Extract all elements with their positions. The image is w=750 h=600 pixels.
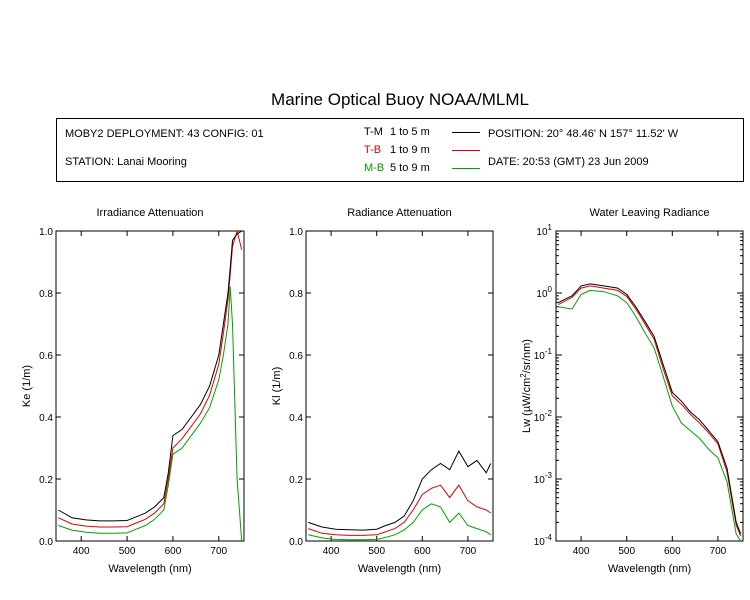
series-line-t-m [58, 231, 242, 522]
x-tick-label: 500 [119, 546, 136, 557]
x-tick-label: 400 [323, 546, 340, 557]
y-tick-label: 10-1 [534, 347, 553, 362]
y-axis-label: Kl (1/m) [271, 367, 283, 406]
legend-item-tm: T-M 1 to 5 m [364, 126, 480, 140]
y-tick-label: 0.4 [289, 413, 303, 424]
legend-range: 1 to 5 m [390, 126, 430, 138]
series-line-t-m [308, 450, 492, 531]
legend-code: T-M [364, 126, 383, 138]
series-line-m-b [58, 286, 243, 541]
x-axis-label: Wavelength (nm) [608, 563, 691, 575]
y-tick-label: 0.0 [39, 537, 53, 548]
x-axis-label: Wavelength (nm) [358, 563, 441, 575]
legend-line [452, 132, 480, 133]
y-tick-label: 101 [536, 223, 552, 238]
y-tick-label: 0.6 [39, 351, 53, 362]
y-tick-label: 0.6 [289, 351, 303, 362]
date-text: DATE: 20:53 (GMT) 23 Jun 2009 [488, 156, 649, 168]
legend-range: 5 to 9 m [390, 162, 430, 174]
series-line-t-b [558, 285, 742, 537]
chart-frame [55, 230, 245, 542]
y-tick-label: 1.0 [289, 227, 303, 238]
info-box: MOBY2 DEPLOYMENT: 43 CONFIG: 01 STATION:… [56, 118, 744, 182]
series-line-t-m [558, 283, 742, 535]
y-tick-label: 1.0 [39, 227, 53, 238]
legend-item-tb: T-B 1 to 9 m [364, 144, 480, 158]
y-axis-label: Ke (1/m) [21, 365, 33, 407]
legend-item-mb: M-B 5 to 9 m [364, 162, 480, 176]
x-tick-label: 600 [165, 546, 182, 557]
chart-frame [555, 230, 744, 542]
x-tick-label: 700 [710, 546, 727, 557]
station-text: STATION: Lanai Mooring [65, 156, 187, 168]
chart-title: Water Leaving Radiance [589, 207, 709, 219]
y-tick-label: 10-2 [534, 409, 553, 424]
position-text: POSITION: 20° 48.46' N 157° 11.52' W [488, 128, 679, 140]
chart-frame [305, 230, 494, 542]
series-line-t-b [308, 484, 491, 536]
y-tick-label: 10-4 [534, 533, 553, 548]
y-tick-label: 0.2 [39, 475, 53, 486]
x-tick-label: 700 [460, 546, 477, 557]
x-tick-label: 400 [73, 546, 90, 557]
y-tick-label: 0.8 [39, 289, 53, 300]
x-tick-label: 400 [573, 546, 590, 557]
y-tick-label: 0.4 [39, 413, 53, 424]
y-tick-label: 0.2 [289, 475, 303, 486]
chart-title: Irradiance Attenuation [96, 207, 203, 219]
chart-title: Radiance Attenuation [347, 207, 452, 219]
legend-range: 1 to 9 m [390, 144, 430, 156]
y-tick-label: 100 [536, 285, 552, 300]
y-tick-label: 0.0 [289, 537, 303, 548]
series-line-m-b [308, 503, 491, 541]
x-tick-label: 500 [368, 546, 385, 557]
legend-line [452, 150, 480, 151]
y-axis-label: Lw (µW/cm2/sr/nm) [519, 339, 533, 433]
legend-code: M-B [364, 162, 385, 174]
y-tick-label: 10-3 [534, 471, 553, 486]
x-tick-label: 600 [414, 546, 431, 557]
x-tick-label: 500 [618, 546, 635, 557]
x-tick-label: 600 [664, 546, 681, 557]
series-line-t-b [58, 231, 243, 528]
x-tick-label: 700 [210, 546, 227, 557]
y-tick-label: 0.8 [289, 289, 303, 300]
legend-code: T-B [364, 144, 382, 156]
series-line-m-b [558, 289, 742, 541]
page-title: Marine Optical Buoy NOAA/MLML [271, 90, 529, 109]
x-axis-label: Wavelength (nm) [108, 563, 191, 575]
deployment-text: MOBY2 DEPLOYMENT: 43 CONFIG: 01 [65, 128, 264, 140]
legend-line [452, 168, 480, 169]
